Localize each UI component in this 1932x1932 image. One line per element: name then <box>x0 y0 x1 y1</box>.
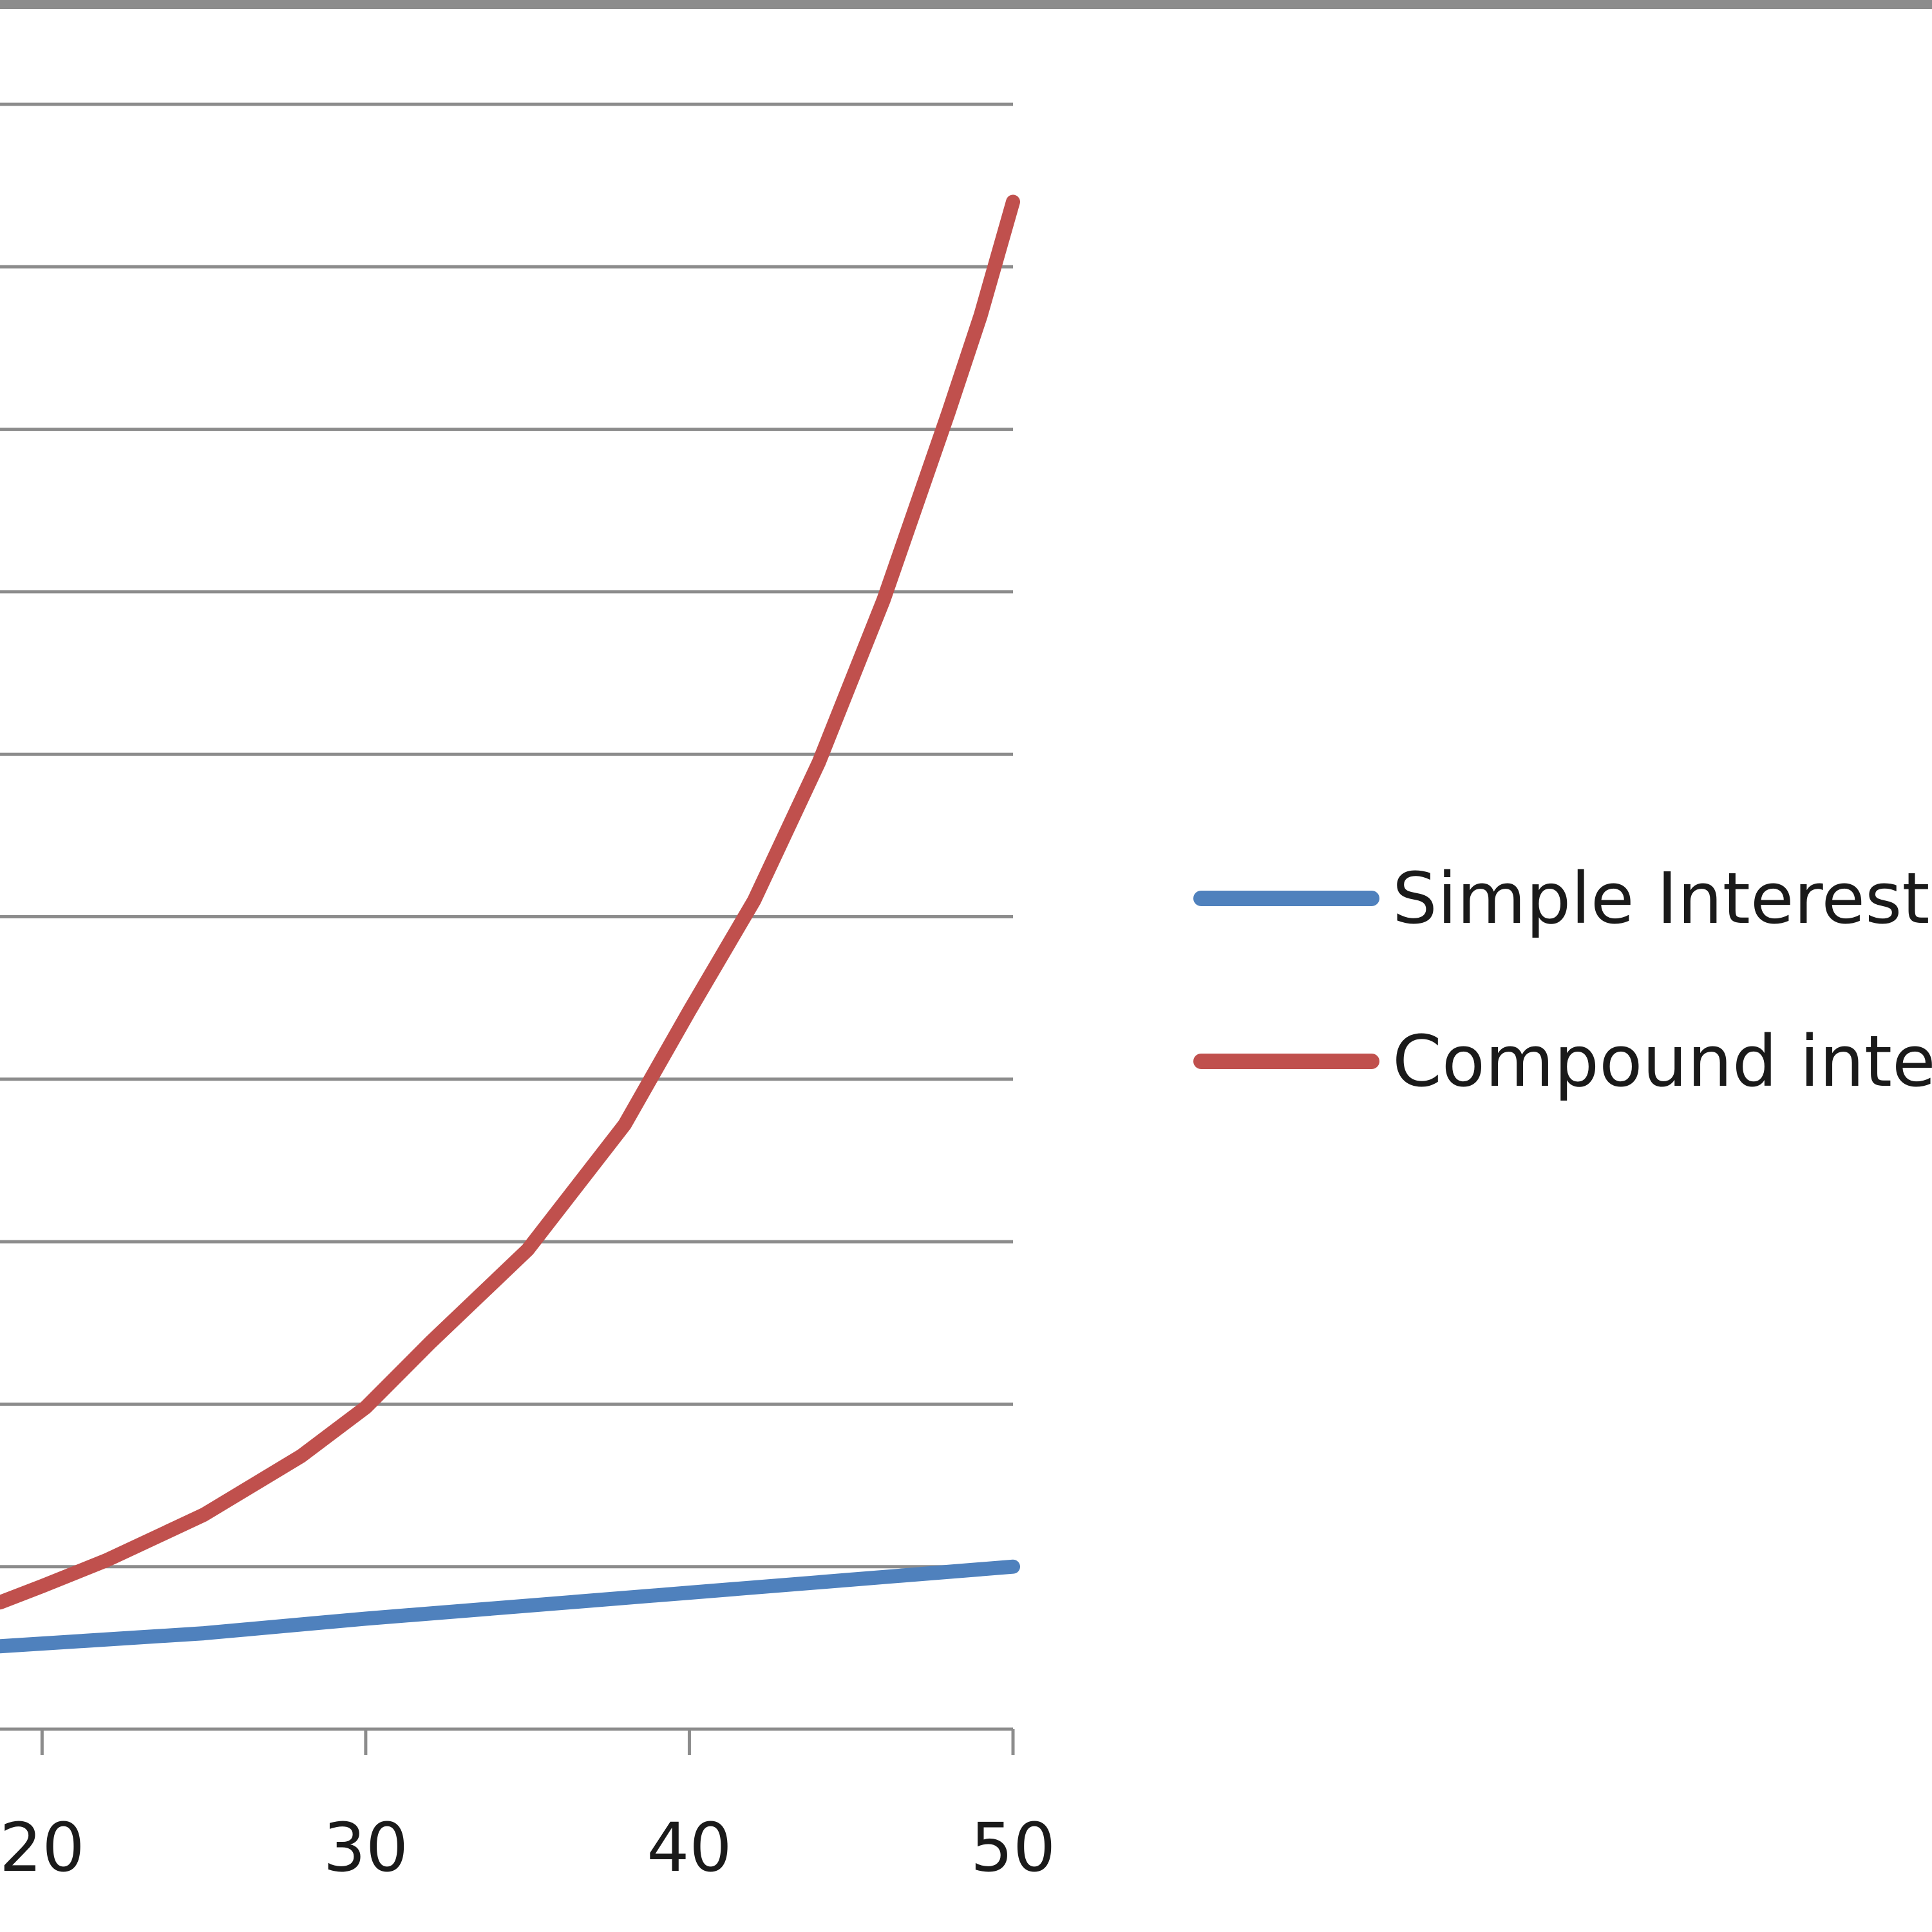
x-axis: 20 30 40 50 <box>0 1727 1056 1887</box>
x-tick-label-30: 30 <box>323 1808 408 1887</box>
x-tick-label-40: 40 <box>647 1808 732 1887</box>
x-tick-label-20: 20 <box>0 1808 85 1887</box>
series-lines <box>0 194 1020 1654</box>
legend-label-simple-interest: Simple Interest <box>1392 857 1929 940</box>
legend: Simple Interest Compound inte <box>1193 857 1932 1103</box>
series-line-compound-interest <box>0 194 1020 1610</box>
series-line-simple-interest <box>0 1559 1020 1654</box>
legend-label-compound-interest: Compound inte <box>1392 1020 1932 1103</box>
x-tick-label-50: 50 <box>971 1808 1056 1887</box>
gridlines <box>0 102 1013 1569</box>
top-border <box>0 0 1932 9</box>
